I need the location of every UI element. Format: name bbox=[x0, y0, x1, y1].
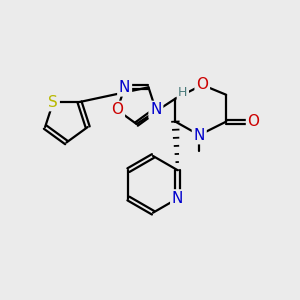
Text: H: H bbox=[178, 85, 188, 99]
Text: O: O bbox=[248, 114, 260, 129]
Text: O: O bbox=[196, 77, 208, 92]
Text: N: N bbox=[119, 80, 130, 95]
Text: O: O bbox=[111, 103, 123, 118]
Text: S: S bbox=[48, 94, 58, 110]
Text: N: N bbox=[172, 191, 183, 206]
Text: N: N bbox=[194, 128, 205, 142]
Text: N: N bbox=[150, 103, 162, 118]
